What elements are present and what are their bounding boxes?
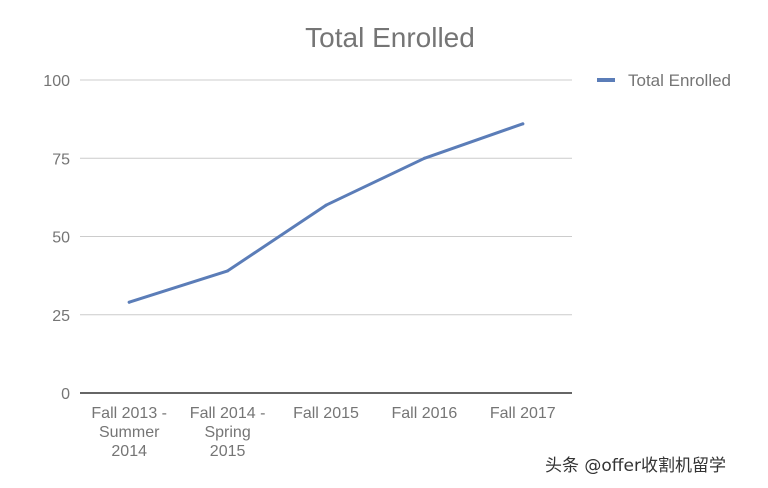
x-tick-label: Fall 2015 (293, 405, 359, 422)
series-line (127, 122, 525, 304)
data-point (422, 156, 426, 160)
y-tick-label: 100 (43, 73, 70, 90)
y-tick-label: 50 (52, 230, 70, 247)
data-point (324, 203, 328, 207)
data-point (226, 269, 230, 273)
data-point (521, 122, 525, 126)
gridlines (80, 79, 572, 394)
chart-title: Total Enrolled (305, 22, 475, 53)
data-point (127, 300, 131, 304)
y-tick-label: 75 (52, 151, 70, 168)
legend-label: Total Enrolled (628, 71, 731, 90)
watermark-text: 头条 @offer收割机留学 (545, 456, 726, 476)
x-tick-label: Fall 2016 (391, 405, 457, 422)
x-axis-ticks: Fall 2013 -Summer 2014 Fall 2014 -Spring 20… (91, 405, 555, 460)
legend: Total Enrolled (597, 71, 731, 90)
y-axis-ticks: 0 25 50 75 100 (43, 73, 70, 403)
y-tick-label: 25 (52, 308, 70, 325)
series-lines (127, 122, 525, 304)
x-tick-label: Fall 2014 -Spring 2015 (190, 405, 266, 460)
x-tick-label: Fall 2017 (490, 405, 556, 422)
x-tick-label: Fall 2013 -Summer 2014 (91, 405, 167, 460)
y-tick-label: 0 (61, 386, 70, 403)
